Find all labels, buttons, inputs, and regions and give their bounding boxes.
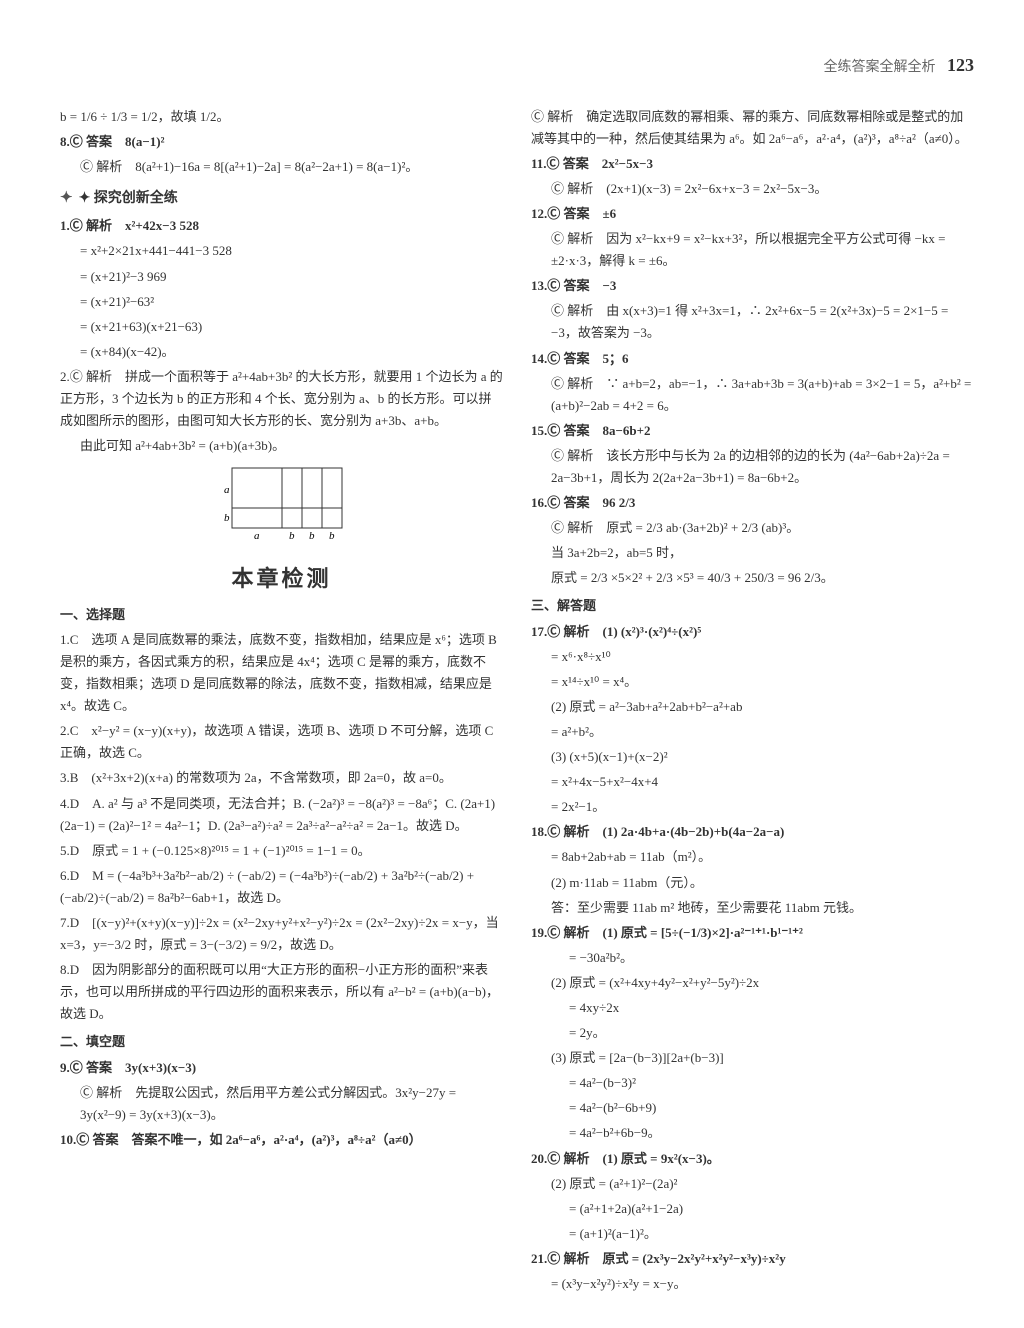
text-line: (2) 原式 = (x²+4xy+4y²−x²+y²−5y²)÷2x — [531, 972, 974, 994]
text-line: = x⁶·x⁸÷x¹⁰ — [531, 646, 974, 668]
star-icon: ✦ — [60, 186, 73, 212]
text-line: 答：至少需要 11ab m² 地砖，至少需要花 11abm 元钱。 — [531, 897, 974, 919]
text-line: = (x+21)²−63² — [60, 291, 503, 313]
text-line: (3) (x+5)(x−1)+(x−2)² — [531, 746, 974, 768]
text-line: = 4a²−(b²−6b+9) — [531, 1097, 974, 1119]
svg-text:a: a — [254, 530, 260, 542]
text-line: = x²+2×21x+441−441−3 528 — [60, 240, 503, 262]
text-line: Ⓒ 解析 先提取公因式，然后用平方差公式分解因式。3x²y−27y = 3y(x… — [60, 1082, 503, 1126]
text-line: 1.Ⓒ 解析 x²+42x−3 528 — [60, 215, 503, 237]
text-line: = 4a²−(b−3)² — [531, 1072, 974, 1094]
text-line: = 2y。 — [531, 1022, 974, 1044]
mc-heading: 一、选择题 — [60, 604, 503, 626]
text-line: 8.D 因为阴影部分的面积既可以用“大正方形的面积−小正方形的面积”来表示，也可… — [60, 959, 503, 1025]
text-line: 1.C 选项 A 是同底数幂的乘法，底数不变，指数相加，结果应是 x⁶；选项 B… — [60, 629, 503, 717]
chapter-title: 本章检测 — [60, 560, 503, 597]
text-line: 10.Ⓒ 答案 答案不唯一，如 2a⁶−a⁶，a²·a⁴，(a²)³，a⁸÷a²… — [60, 1129, 503, 1151]
text-line: 21.Ⓒ 解析 原式 = (2x³y−2x²y²+x²y²−x³y)÷x²y — [531, 1248, 974, 1270]
header-label: 全练答案全解全析 — [824, 60, 936, 75]
text-line: 16.Ⓒ 答案 96 2/3 — [531, 492, 974, 514]
svg-text:b: b — [224, 512, 230, 524]
text-line: 4.D A. a² 与 a³ 不是同类项，无法合并；B. (−2a²)³ = −… — [60, 793, 503, 837]
text-line: 13.Ⓒ 答案 −3 — [531, 275, 974, 297]
text-line: = (x+21)²−3 969 — [60, 266, 503, 288]
text-line: 20.Ⓒ 解析 (1) 原式 = 9x²(x−3)。 — [531, 1148, 974, 1170]
rectangle-diagram: a b a b b b — [212, 463, 352, 550]
text-line: Ⓒ 解析 确定选取同底数的幂相乘、幂的乘方、同底数幂相除或是整式的加减等其中的一… — [531, 106, 974, 150]
svg-text:a: a — [224, 484, 230, 496]
text-line: = x²+4x−5+x²−4x+4 — [531, 771, 974, 793]
text-line: = (x+21+63)(x+21−63) — [60, 316, 503, 338]
text-line: 11.Ⓒ 答案 2x²−5x−3 — [531, 153, 974, 175]
text-line: 5.D 原式 = 1 + (−0.125×8)²⁰¹⁵ = 1 + (−1)²⁰… — [60, 840, 503, 862]
text-line: 当 3a+2b=2，ab=5 时， — [531, 542, 974, 564]
fill-heading: 二、填空题 — [60, 1031, 503, 1053]
text-line: 18.Ⓒ 解析 (1) 2a·4b+a·(4b−2b)+b(4a−2a−a) — [531, 821, 974, 843]
text-line: Ⓒ 解析 (2x+1)(x−3) = 2x²−6x+x−3 = 2x²−5x−3… — [531, 178, 974, 200]
explore-section-title: ✦ ✦ 探究创新全练 — [60, 186, 503, 212]
text-line: Ⓒ 解析 由 x(x+3)=1 得 x²+3x=1，∴ 2x²+6x−5 = 2… — [531, 300, 974, 344]
text-line: 2.Ⓒ 解析 拼成一个面积等于 a²+4ab+3b² 的大长方形，就要用 1 个… — [60, 366, 503, 432]
svg-text:b: b — [289, 530, 295, 542]
text-line: 9.Ⓒ 答案 3y(x+3)(x−3) — [60, 1057, 503, 1079]
text-line: = (x³y−x²y²)÷x²y = x−y。 — [531, 1273, 974, 1295]
text-line: 2.C x²−y² = (x−y)(x+y)，故选项 A 错误，选项 B、选项 … — [60, 720, 503, 764]
svg-text:b: b — [329, 530, 335, 542]
text-line: 原式 = 2/3 ×5×2² + 2/3 ×5³ = 40/3 + 250/3 … — [531, 567, 974, 589]
text-line: 12.Ⓒ 答案 ±6 — [531, 203, 974, 225]
text-line: 14.Ⓒ 答案 5；6 — [531, 348, 974, 370]
left-column: b = 1/6 ÷ 1/3 = 1/2，故填 1/2。 8.Ⓒ 答案 8(a−1… — [60, 106, 503, 1299]
text-line: = −30a²b²。 — [531, 947, 974, 969]
text-line: Ⓒ 解析 8(a²+1)−16a = 8[(a²+1)−2a] = 8(a²−2… — [60, 156, 503, 178]
text-line: Ⓒ 解析 该长方形中与长为 2a 的边相邻的边的长为 (4a²−6ab+2a)÷… — [531, 445, 974, 489]
text-line: 19.Ⓒ 解析 (1) 原式 = [5÷(−1/3)×2]·a²⁻¹⁺¹·b¹⁻… — [531, 922, 974, 944]
text-line: = 4xy÷2x — [531, 997, 974, 1019]
text-line: 由此可知 a²+4ab+3b² = (a+b)(a+3b)。 — [60, 435, 503, 457]
text-line: = 4a²−b²+6b−9。 — [531, 1122, 974, 1144]
text-line: Ⓒ 解析 原式 = 2/3 ab·(3a+2b)² + 2/3 (ab)³。 — [531, 517, 974, 539]
text-line: = (a²+1+2a)(a²+1−2a) — [531, 1198, 974, 1220]
text-line: 7.D [(x−y)²+(x+y)(x−y)]÷2x = (x²−2xy+y²+… — [60, 912, 503, 956]
page-header: 全练答案全解全析 123 — [60, 50, 974, 81]
text-line: = (x+84)(x−42)。 — [60, 341, 503, 363]
text-line: 6.D M = (−4a³b³+3a²b²−ab/2) ÷ (−ab/2) = … — [60, 865, 503, 909]
page-number: 123 — [947, 55, 974, 75]
right-column: Ⓒ 解析 确定选取同底数的幂相乘、幂的乘方、同底数幂相除或是整式的加减等其中的一… — [531, 106, 974, 1299]
text-line: Ⓒ 解析 ∵ a+b=2，ab=−1，∴ 3a+ab+3b = 3(a+b)+a… — [531, 373, 974, 417]
text-line: (3) 原式 = [2a−(b−3)][2a+(b−3)] — [531, 1047, 974, 1069]
text-line: = (a+1)²(a−1)²。 — [531, 1223, 974, 1245]
text-line: Ⓒ 解析 因为 x²−kx+9 = x²−kx+3²，所以根据完全平方公式可得 … — [531, 228, 974, 272]
text-line: 8.Ⓒ 答案 8(a−1)² — [60, 131, 503, 153]
text-line: = x¹⁴÷x¹⁰ = x⁴。 — [531, 671, 974, 693]
content-columns: b = 1/6 ÷ 1/3 = 1/2，故填 1/2。 8.Ⓒ 答案 8(a−1… — [60, 106, 974, 1299]
solve-heading: 三、解答题 — [531, 595, 974, 617]
text-line: (2) 原式 = (a²+1)²−(2a)² — [531, 1173, 974, 1195]
svg-text:b: b — [309, 530, 315, 542]
text-line: (2) 原式 = a²−3ab+a²+2ab+b²−a²+ab — [531, 696, 974, 718]
text-line: b = 1/6 ÷ 1/3 = 1/2，故填 1/2。 — [60, 106, 503, 128]
text-line: 17.Ⓒ 解析 (1) (x²)³·(x²)⁴÷(x²)⁵ — [531, 621, 974, 643]
text-line: = 8ab+2ab+ab = 11ab（m²）。 — [531, 846, 974, 868]
text-line: (2) m·11ab = 11abm（元）。 — [531, 872, 974, 894]
text-line: 15.Ⓒ 答案 8a−6b+2 — [531, 420, 974, 442]
text-line: 3.B (x²+3x+2)(x+a) 的常数项为 2a，不含常数项，即 2a=0… — [60, 767, 503, 789]
text-line: = 2x²−1。 — [531, 796, 974, 818]
text-line: = a²+b²。 — [531, 721, 974, 743]
